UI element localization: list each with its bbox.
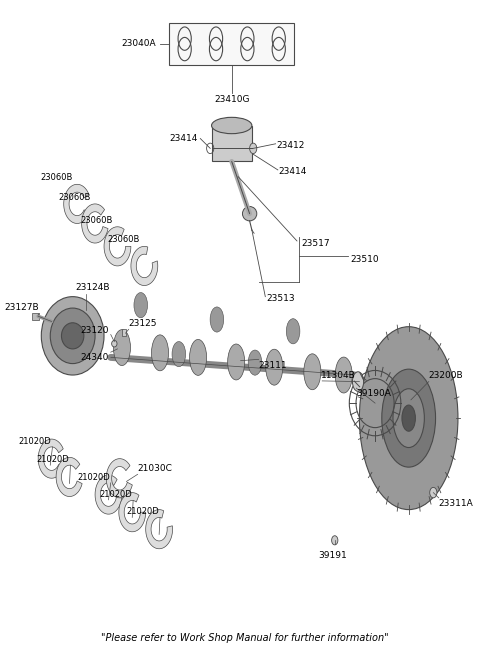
Ellipse shape [113,329,131,365]
Ellipse shape [352,372,364,392]
Polygon shape [119,493,146,532]
Ellipse shape [248,350,262,375]
Polygon shape [131,247,158,285]
Text: 23060B: 23060B [108,236,140,245]
Ellipse shape [304,354,321,390]
Text: 21020D: 21020D [77,472,110,482]
Text: 24340: 24340 [80,353,108,362]
Circle shape [332,536,338,545]
Text: 23060B: 23060B [58,193,91,202]
Ellipse shape [112,340,117,347]
Text: 23414: 23414 [279,167,307,176]
Bar [169,22,294,65]
Ellipse shape [286,319,300,344]
Polygon shape [38,439,63,478]
Text: 23513: 23513 [267,294,295,303]
Ellipse shape [212,117,252,134]
Polygon shape [104,227,131,266]
Ellipse shape [382,369,435,467]
Ellipse shape [41,297,104,375]
Ellipse shape [134,293,147,318]
Polygon shape [95,475,122,514]
Text: "Please refer to Work Shop Manual for further information": "Please refer to Work Shop Manual for fu… [101,633,389,644]
Text: 23127B: 23127B [4,303,39,312]
Text: 39190A: 39190A [356,390,391,398]
Polygon shape [106,459,132,498]
Ellipse shape [360,327,458,510]
Text: 11304B: 11304B [321,371,356,380]
Ellipse shape [50,308,95,363]
Ellipse shape [228,344,245,380]
Ellipse shape [266,349,283,385]
Circle shape [250,143,257,154]
Text: 23060B: 23060B [40,173,72,182]
Text: 23510: 23510 [350,255,379,264]
Ellipse shape [210,307,224,332]
Polygon shape [82,204,108,243]
Text: 21020D: 21020D [126,507,159,516]
Polygon shape [146,510,172,549]
Ellipse shape [172,342,186,367]
Text: 23120: 23120 [80,325,108,335]
Ellipse shape [152,335,168,371]
Ellipse shape [190,339,206,375]
Text: 21020D: 21020D [19,437,51,445]
Text: 23414: 23414 [170,134,198,143]
Ellipse shape [242,207,257,221]
Text: 23060B: 23060B [81,216,113,225]
Text: 23412: 23412 [276,140,305,150]
Text: 23124B: 23124B [75,283,109,292]
Text: 23311A: 23311A [439,499,473,508]
Text: 21030C: 21030C [138,464,172,473]
Text: 23040A: 23040A [121,39,156,49]
Text: 21020D: 21020D [99,490,132,499]
Text: 23517: 23517 [301,239,330,247]
Text: 23200B: 23200B [429,371,464,380]
Text: 23410G: 23410G [214,96,250,104]
Ellipse shape [61,323,84,349]
Text: 23111: 23111 [259,361,287,370]
Bar [212,125,252,161]
Bar [122,329,126,336]
Text: 21020D: 21020D [37,455,70,464]
Polygon shape [64,184,89,224]
Text: 23125: 23125 [129,319,157,328]
Circle shape [430,487,437,498]
Ellipse shape [393,389,424,447]
Bar [32,313,39,319]
Text: 39191: 39191 [318,552,347,560]
Polygon shape [56,457,82,497]
Ellipse shape [335,357,352,393]
Ellipse shape [402,405,415,431]
